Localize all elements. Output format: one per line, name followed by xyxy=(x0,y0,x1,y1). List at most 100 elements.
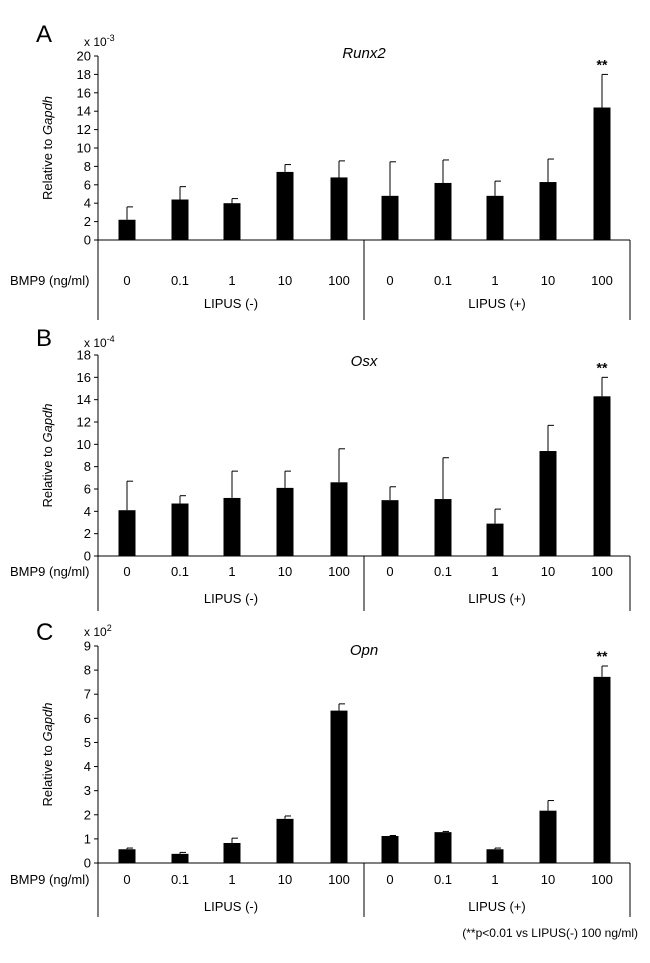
y-tick-label: 6 xyxy=(84,711,91,726)
y-tick-label: 8 xyxy=(84,459,91,474)
x-category-label: 0.1 xyxy=(434,564,452,579)
y-tick-label: 4 xyxy=(84,196,91,211)
y-tick-label: 6 xyxy=(84,177,91,192)
x-category-label: 100 xyxy=(591,564,613,579)
chart-title: Runx2 xyxy=(342,45,386,62)
chart-title: Opn xyxy=(350,642,378,659)
x-category-label: 1 xyxy=(228,564,235,579)
panel-letter: C xyxy=(36,619,53,646)
row-label-bmp9: BMP9 (ng/ml) xyxy=(10,872,89,887)
bar xyxy=(593,396,611,556)
bar xyxy=(539,810,557,863)
x-category-label: 1 xyxy=(491,872,498,887)
x-category-label: 1 xyxy=(491,273,498,288)
row-label-bmp9: BMP9 (ng/ml) xyxy=(10,273,89,288)
axis-scale-base: x 10 xyxy=(84,625,107,639)
y-tick-label: 16 xyxy=(77,85,91,100)
bar xyxy=(539,182,557,240)
y-tick-label: 12 xyxy=(77,415,91,430)
x-category-label: 10 xyxy=(541,564,555,579)
y-tick-label: 1 xyxy=(84,831,91,846)
x-category-label: 0 xyxy=(123,273,130,288)
bar xyxy=(434,499,452,556)
y-tick-label: 2 xyxy=(84,807,91,822)
x-category-label: 0.1 xyxy=(171,564,189,579)
bar xyxy=(593,676,611,863)
group-label: LIPUS (+) xyxy=(468,591,525,606)
bar xyxy=(276,818,294,863)
bar xyxy=(434,832,452,863)
x-category-label: 10 xyxy=(278,273,292,288)
x-category-label: 10 xyxy=(278,872,292,887)
x-category-label: 0 xyxy=(123,872,130,887)
bar xyxy=(381,195,399,240)
x-category-label: 0 xyxy=(123,564,130,579)
bar xyxy=(330,710,348,863)
axis-scale-exponent: -3 xyxy=(107,33,115,43)
significance-marker: ** xyxy=(597,648,608,664)
x-category-label: 10 xyxy=(541,872,555,887)
bar xyxy=(276,171,294,240)
bar xyxy=(330,177,348,240)
x-category-label: 10 xyxy=(541,273,555,288)
bar xyxy=(118,219,136,240)
x-category-label: 0.1 xyxy=(434,872,452,887)
panel-letter: B xyxy=(36,325,52,352)
y-tick-label: 16 xyxy=(77,370,91,385)
bar xyxy=(381,500,399,556)
y-tick-label: 18 xyxy=(77,348,91,363)
bar xyxy=(171,503,189,556)
bar xyxy=(330,482,348,556)
y-tick-label: 5 xyxy=(84,735,91,750)
bar xyxy=(276,487,294,556)
bar xyxy=(118,849,136,863)
group-label: LIPUS (+) xyxy=(468,296,525,311)
bar xyxy=(118,510,136,556)
group-label: LIPUS (-) xyxy=(204,591,258,606)
x-category-label: 0.1 xyxy=(171,872,189,887)
y-axis-label-gene: Gapdh xyxy=(40,702,55,741)
y-tick-label: 0 xyxy=(84,856,91,871)
x-category-label: 1 xyxy=(228,872,235,887)
y-tick-label: 0 xyxy=(84,233,91,248)
y-tick-label: 8 xyxy=(84,159,91,174)
chart-title: Osx xyxy=(351,353,378,370)
y-axis-label: Relative to Gapdh xyxy=(40,96,55,200)
x-category-label: 100 xyxy=(328,872,350,887)
bar xyxy=(223,842,241,863)
axis-scale-exponent: 2 xyxy=(107,623,112,633)
y-axis-label: Relative to Gapdh xyxy=(40,702,55,806)
x-category-label: 100 xyxy=(328,564,350,579)
axis-scale-exponent: -4 xyxy=(107,334,115,344)
y-tick-label: 4 xyxy=(84,759,91,774)
y-tick-label: 6 xyxy=(84,482,91,497)
y-tick-label: 20 xyxy=(77,49,91,64)
y-axis-label-prefix: Relative to xyxy=(40,135,55,200)
axis-scale-label: x 102 xyxy=(84,623,112,639)
bar xyxy=(486,523,504,556)
x-category-label: 10 xyxy=(278,564,292,579)
bar xyxy=(223,203,241,240)
bar xyxy=(486,195,504,240)
y-tick-label: 14 xyxy=(77,392,91,407)
y-tick-label: 10 xyxy=(77,437,91,452)
x-category-label: 1 xyxy=(228,273,235,288)
y-tick-label: 8 xyxy=(84,663,91,678)
bar xyxy=(593,107,611,241)
y-tick-label: 4 xyxy=(84,504,91,519)
x-category-label: 0.1 xyxy=(171,273,189,288)
axis-scale-label: x 10-4 xyxy=(84,334,115,350)
y-tick-label: 7 xyxy=(84,687,91,702)
footnote: (**p<0.01 vs LIPUS(-) 100 ng/ml) xyxy=(462,926,638,940)
y-tick-label: 2 xyxy=(84,214,91,229)
y-axis-label-gene: Gapdh xyxy=(40,403,55,442)
bar xyxy=(539,451,557,556)
y-tick-label: 10 xyxy=(77,141,91,156)
x-category-label: 1 xyxy=(491,564,498,579)
bar xyxy=(171,853,189,863)
panel-letter: A xyxy=(36,21,52,48)
x-category-label: 100 xyxy=(591,273,613,288)
significance-marker: ** xyxy=(597,56,608,72)
x-category-label: 0 xyxy=(386,872,393,887)
